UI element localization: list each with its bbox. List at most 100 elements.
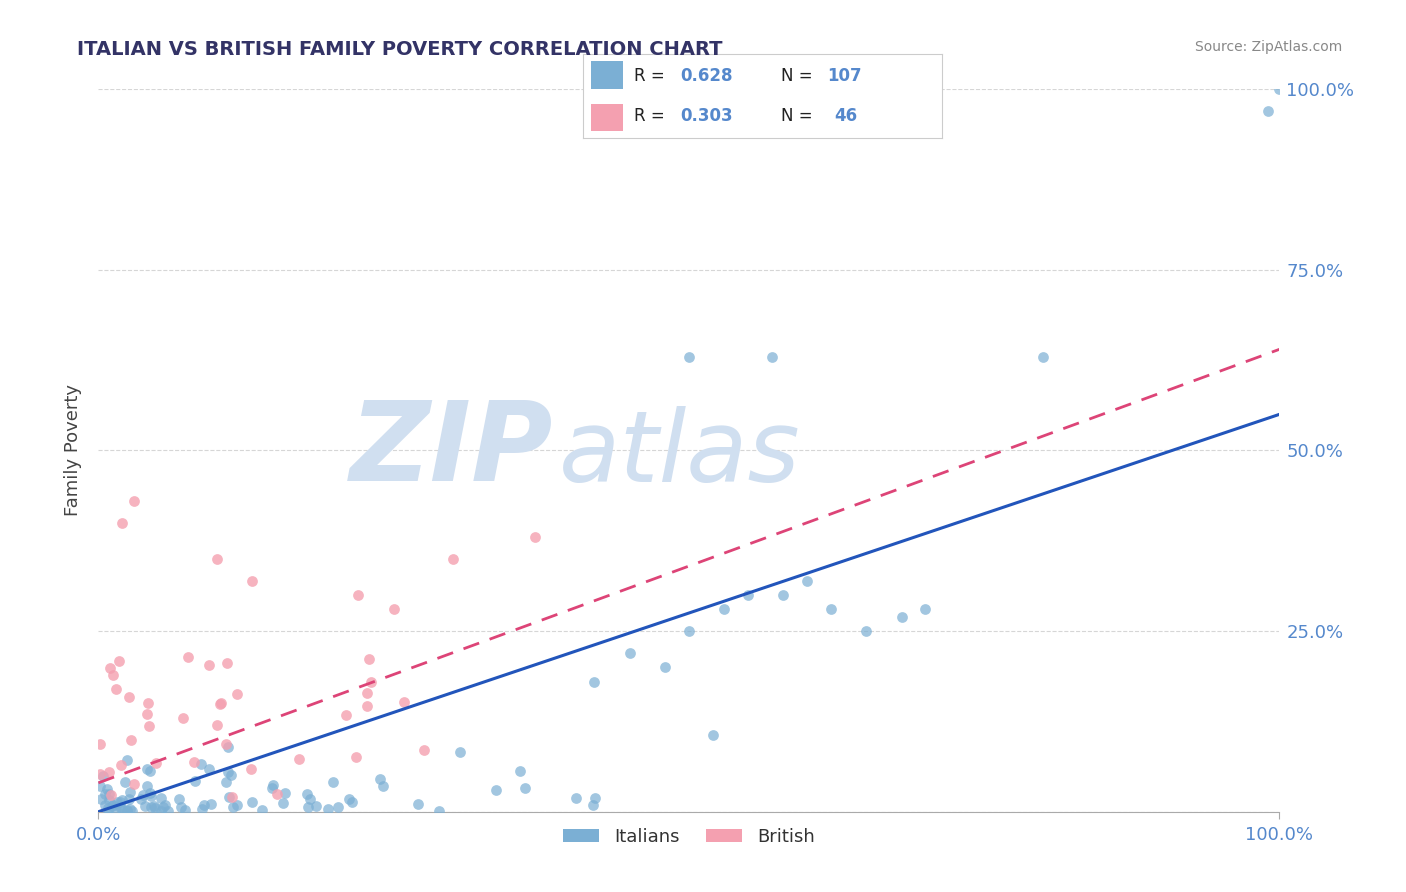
Point [322, 775, 344, 789]
Point [356, 686, 378, 700]
Point [524, 530, 547, 544]
Point [215, 737, 238, 751]
Point [110, 757, 132, 772]
Point [890, 609, 912, 624]
Point [382, 602, 405, 616]
Point [582, 797, 605, 812]
Point [118, 792, 141, 806]
Point [583, 674, 606, 689]
Point [337, 792, 360, 806]
Point [183, 755, 205, 769]
Text: Source: ZipAtlas.com: Source: ZipAtlas.com [1195, 40, 1343, 54]
Text: R =: R = [634, 107, 669, 125]
Point [240, 795, 263, 809]
Point [145, 801, 167, 815]
Point [153, 797, 176, 812]
Point [678, 350, 700, 364]
Point [215, 656, 238, 670]
Point [143, 798, 166, 813]
Point [121, 804, 143, 818]
Point [373, 779, 395, 793]
Point [117, 753, 139, 767]
Point [266, 787, 288, 801]
Point [172, 711, 194, 725]
Point [98, 792, 121, 806]
Point [190, 756, 212, 771]
Point [1257, 103, 1279, 118]
Point [96, 782, 118, 797]
Point [262, 781, 284, 796]
Point [565, 790, 588, 805]
Point [141, 789, 163, 803]
Point [150, 790, 173, 805]
Point [449, 746, 471, 760]
Bar [591, 103, 623, 131]
Point [274, 786, 297, 800]
Point [356, 699, 378, 714]
Point [226, 687, 249, 701]
Point [326, 800, 349, 814]
Point [761, 350, 783, 364]
Point [97, 801, 120, 815]
Point [138, 719, 160, 733]
Point [509, 764, 531, 779]
Point [344, 749, 367, 764]
Bar [591, 62, 623, 89]
Point [191, 802, 214, 816]
Point [347, 588, 370, 602]
Point [115, 804, 138, 818]
Point [89, 767, 111, 781]
Point [94, 787, 117, 801]
Point [340, 795, 363, 809]
Point [855, 624, 877, 639]
Point [217, 765, 239, 780]
Point [1268, 82, 1291, 96]
Point [94, 798, 117, 813]
Point [297, 799, 319, 814]
Point [619, 646, 641, 660]
Point [100, 788, 122, 802]
Point [93, 769, 115, 783]
Point [149, 804, 172, 818]
Point [136, 706, 159, 721]
Point [262, 778, 284, 792]
Point [97, 804, 120, 818]
Point [441, 551, 464, 566]
Point [176, 649, 198, 664]
Text: ZIP: ZIP [350, 397, 553, 504]
Point [198, 762, 221, 776]
Point [108, 654, 131, 668]
Point [108, 795, 131, 809]
Point [205, 551, 228, 566]
Point [305, 798, 328, 813]
Point [513, 781, 536, 796]
Point [118, 784, 141, 798]
Point [406, 797, 429, 811]
Y-axis label: Family Poverty: Family Poverty [65, 384, 83, 516]
Point [141, 800, 163, 814]
Point [100, 799, 122, 814]
Point [90, 792, 112, 806]
Point [101, 797, 124, 812]
Point [678, 624, 700, 639]
Point [118, 690, 141, 705]
Point [114, 775, 136, 789]
Point [104, 803, 127, 817]
Point [136, 697, 159, 711]
Point [167, 792, 190, 806]
Point [360, 675, 382, 690]
Point [98, 787, 121, 801]
Point [139, 764, 162, 778]
Point [250, 803, 273, 817]
Point [221, 789, 243, 804]
Point [134, 798, 156, 813]
Text: N =: N = [780, 67, 817, 85]
Point [205, 717, 228, 731]
Point [273, 797, 295, 811]
Point [485, 782, 508, 797]
Point [122, 777, 145, 791]
Point [97, 764, 120, 779]
Point [221, 799, 243, 814]
Point [129, 792, 152, 806]
Point [136, 779, 159, 793]
